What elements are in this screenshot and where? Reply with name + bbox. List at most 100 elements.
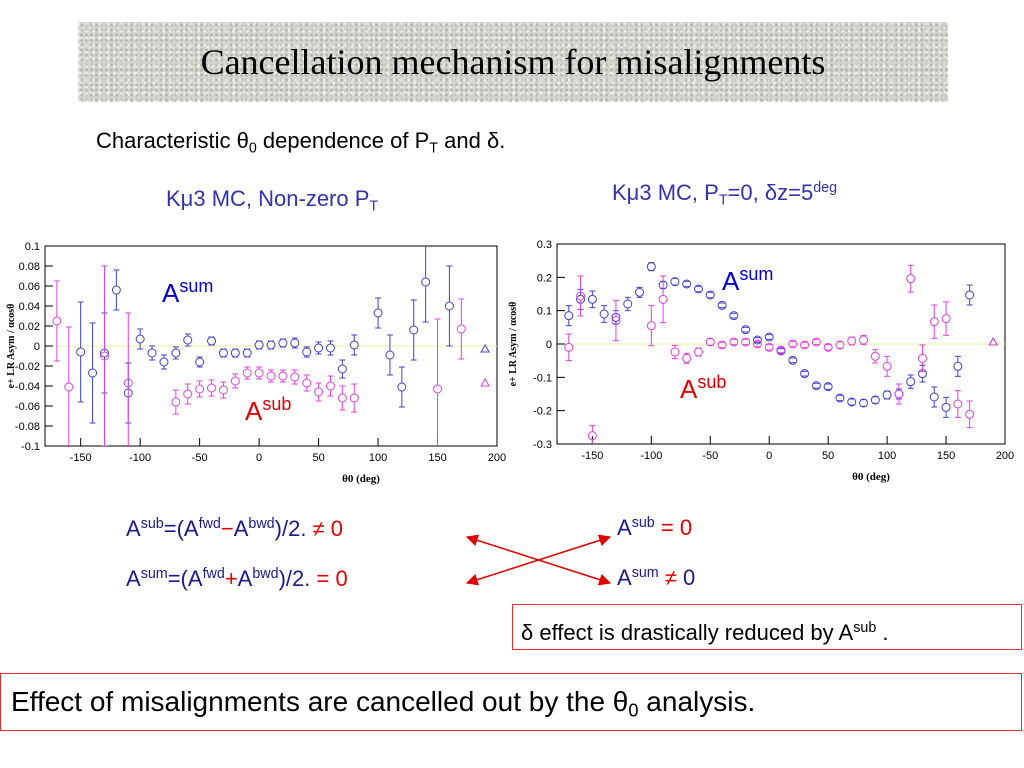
error-bar: [907, 264, 914, 293]
error-bar: [612, 300, 619, 342]
annotation: Asub: [245, 394, 291, 426]
x-tick-label: -150: [581, 450, 603, 462]
y-tick-label: -0.1: [533, 372, 552, 384]
error-bar: [232, 373, 239, 389]
error-bar: [172, 389, 179, 415]
error-bar: [919, 344, 926, 373]
point: [314, 387, 324, 397]
text-run: =0, δz=5: [727, 180, 814, 205]
error-bar: [208, 336, 215, 346]
error-bar: [813, 338, 820, 346]
error-bar: [943, 301, 950, 336]
text-run: Kμ3 MC, P: [612, 180, 719, 205]
error-bar: [458, 298, 465, 360]
point: [670, 347, 680, 357]
text-run: 0: [676, 565, 696, 590]
point: [302, 347, 312, 357]
point: [183, 389, 193, 399]
error-bar: [695, 285, 702, 293]
y-tick-label: 0.04: [19, 301, 40, 313]
point: [729, 337, 739, 347]
point: [646, 321, 656, 331]
error-bar: [137, 328, 144, 350]
point: [611, 316, 621, 326]
text-run: Effect of misalignments are cancelled ou…: [11, 686, 629, 717]
error-bar: [351, 334, 358, 356]
error-bar: [339, 385, 346, 411]
point: [564, 311, 574, 321]
text-run: A: [237, 566, 253, 591]
point: [929, 392, 939, 402]
error-bar: [303, 374, 310, 392]
point: [266, 371, 276, 381]
error-bar: [801, 341, 808, 349]
point: [941, 314, 951, 324]
error-bar: [813, 382, 820, 389]
point: [635, 287, 645, 297]
text-run: =(A: [163, 516, 199, 541]
point: [764, 332, 774, 342]
point: [76, 347, 86, 357]
error-bar: [398, 366, 405, 408]
error-bar: [719, 341, 726, 349]
annotation-text: A: [245, 396, 263, 426]
x-tick-label: -50: [702, 450, 718, 462]
error-bar: [327, 375, 334, 397]
point: [587, 431, 597, 441]
error-bar: [53, 280, 60, 362]
x-tick-label: 50: [312, 452, 324, 464]
point: [123, 378, 133, 388]
point: [480, 343, 490, 353]
error-bar: [907, 374, 914, 389]
y-tick-label: 0.1: [25, 241, 40, 253]
point: [717, 340, 727, 350]
y-tick-label: -0.02: [15, 361, 40, 373]
point: [906, 274, 916, 284]
x-tick-label: -100: [640, 450, 662, 462]
point: [409, 325, 419, 335]
y-axis-label: e+ LR Asym / αcosθ: [6, 304, 17, 389]
point: [278, 371, 288, 381]
point: [693, 347, 703, 357]
text-run: sum: [140, 566, 168, 583]
y-tick-label: -0.08: [15, 421, 40, 433]
error-bar: [184, 383, 191, 405]
error-bar: [434, 318, 441, 446]
slide-title: Cancellation mechanism for misalignments: [78, 22, 948, 102]
chart-heading: Kμ3 MC, PT=0, δz=5deg: [612, 180, 837, 208]
point: [433, 384, 443, 394]
point: [349, 340, 359, 350]
y-tick-label: -0.1: [21, 441, 40, 453]
y-tick-label: -0.04: [15, 381, 40, 393]
error-bar: [872, 349, 879, 364]
text-run: fwd: [198, 516, 221, 533]
formula: Asub = 0: [617, 515, 692, 541]
y-tick-label: 0: [546, 339, 552, 351]
error-bar: [660, 275, 667, 324]
point: [752, 335, 762, 345]
point: [456, 324, 466, 334]
error-bar: [101, 265, 108, 446]
error-bar: [589, 290, 596, 309]
annotation-text: A: [162, 278, 180, 308]
text-run: .: [876, 619, 889, 645]
point: [587, 294, 597, 304]
point: [882, 361, 892, 371]
point: [349, 393, 359, 403]
text-run: T: [718, 192, 728, 209]
point: [325, 343, 335, 353]
point: [682, 353, 692, 363]
error-bar: [65, 326, 72, 446]
error-bar: [778, 346, 784, 354]
text-run: A: [233, 516, 249, 541]
annotation-sup: sub: [262, 394, 291, 414]
text-run: A: [126, 566, 141, 591]
annotation: Asum: [162, 276, 213, 308]
text-run: +: [224, 566, 238, 591]
y-tick-label: 0.08: [19, 261, 40, 273]
text-run: =(A: [167, 566, 203, 591]
annotation: Asum: [722, 264, 773, 296]
error-bar: [89, 322, 96, 424]
error-bar: [268, 340, 274, 350]
error-bar: [351, 383, 358, 413]
